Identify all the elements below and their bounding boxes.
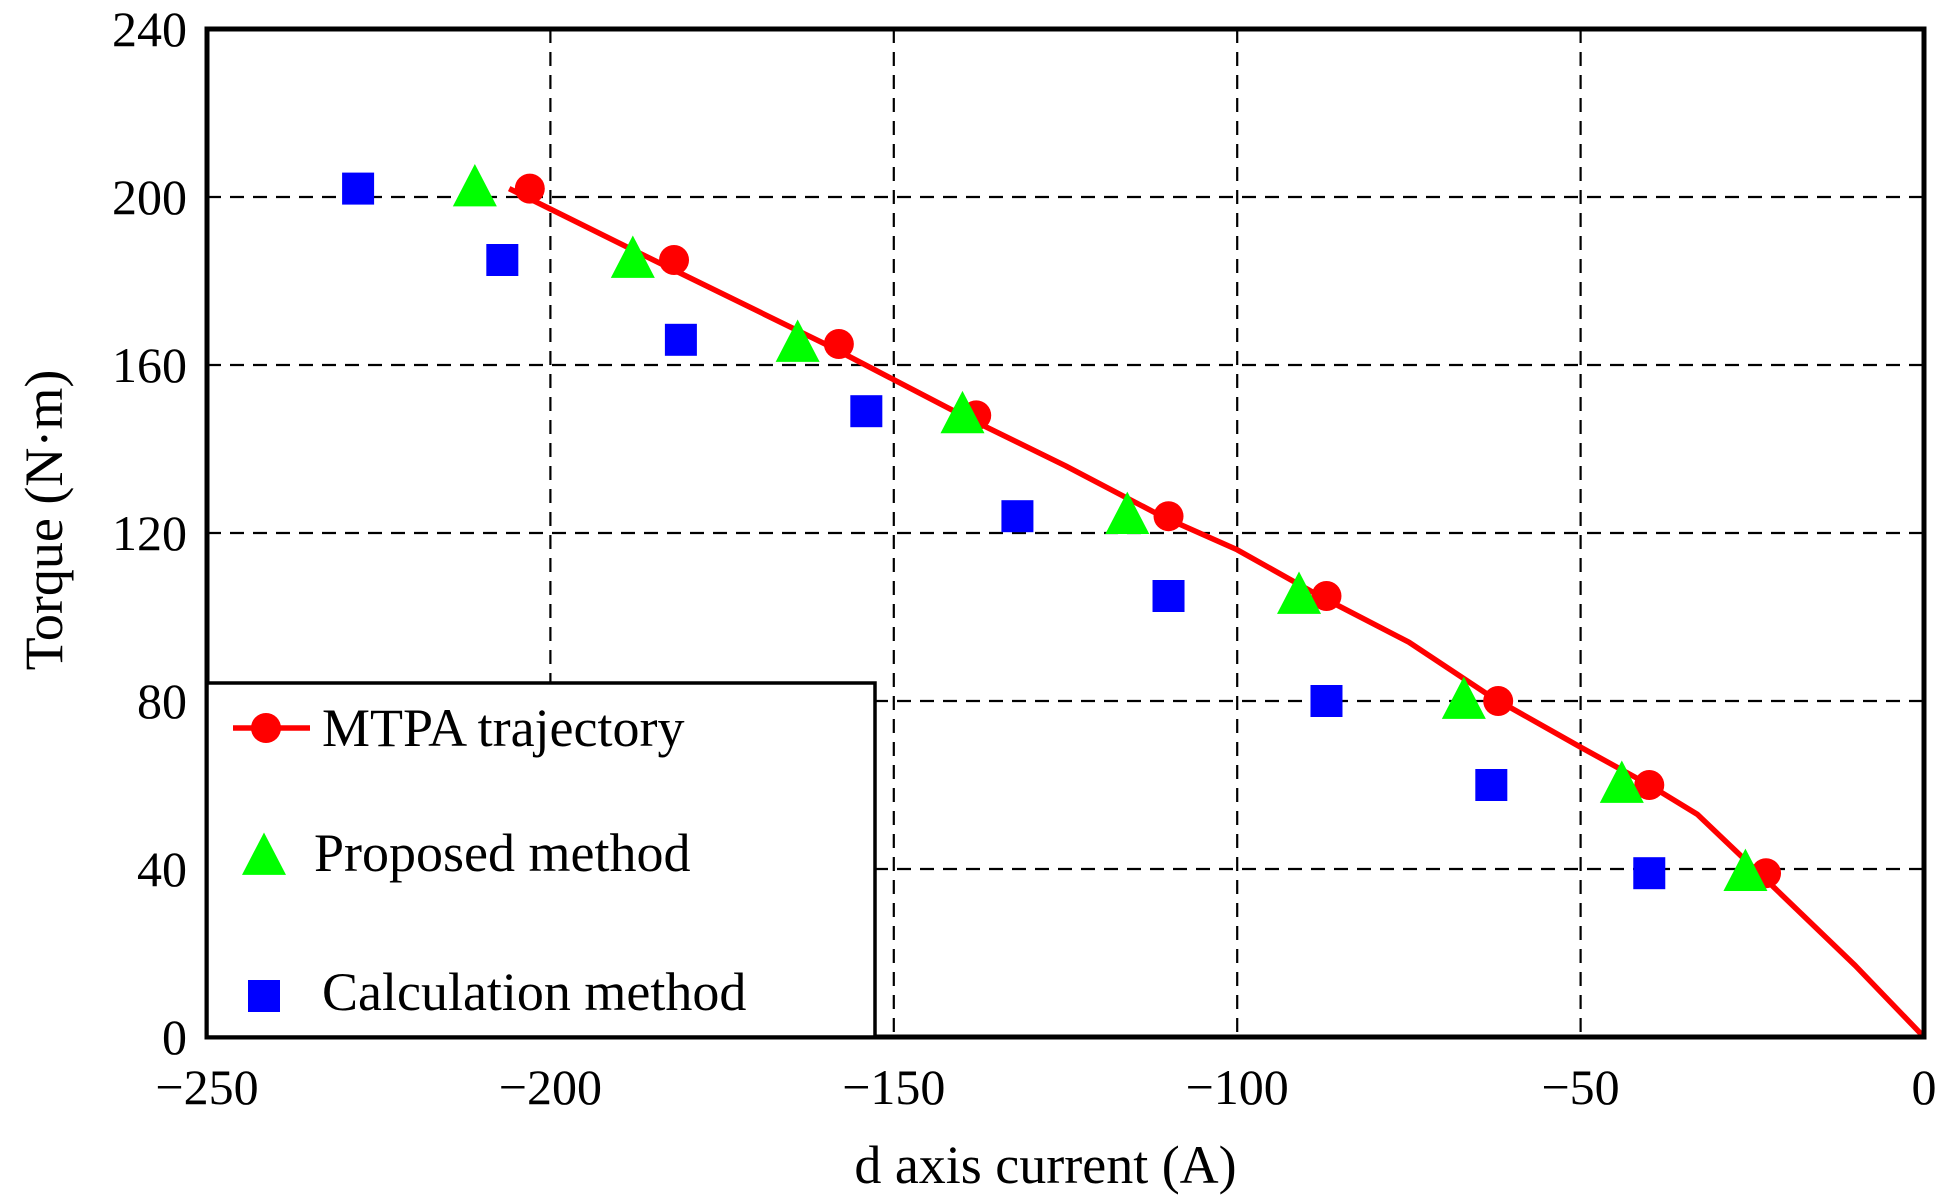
proposed-point xyxy=(1277,571,1322,614)
calculation-point xyxy=(486,244,519,276)
calculation-point xyxy=(1475,769,1508,801)
legend-label: Calculation method xyxy=(322,962,746,1022)
legend: MTPA trajectory Proposed method Calculatio… xyxy=(205,681,877,1039)
y-tick-label: 40 xyxy=(137,841,187,897)
proposed-point xyxy=(610,235,655,278)
x-tick-label: 0 xyxy=(1912,1059,1937,1115)
calculation-point xyxy=(1152,580,1185,612)
calculation-point xyxy=(1633,857,1666,890)
proposed-point xyxy=(1723,848,1768,892)
mtpa-point xyxy=(659,245,690,275)
mtpa-point xyxy=(823,329,854,359)
y-tick-label: 80 xyxy=(137,673,187,729)
y-tick-label: 160 xyxy=(112,337,187,393)
proposed-point xyxy=(1105,491,1150,535)
series-calculation-method xyxy=(342,172,1666,890)
legend-circle-marker xyxy=(251,713,281,743)
y-tick-label: 200 xyxy=(112,169,187,225)
calculation-point xyxy=(1001,500,1034,533)
mtpa-point xyxy=(1311,581,1342,611)
legend-triangle-marker xyxy=(242,832,286,875)
mtpa-point xyxy=(1153,501,1184,532)
x-tick-label: −100 xyxy=(1186,1059,1289,1115)
x-axis-title: d axis current (A) xyxy=(854,1135,1236,1195)
y-tick-label: 0 xyxy=(162,1009,187,1065)
axis-ticks: −250 −200 −150 −100 −50 0 0 40 80 120 160 200 240 xyxy=(112,1,1937,1115)
calculation-point xyxy=(1310,685,1343,717)
mtpa-point xyxy=(514,173,545,204)
proposed-point xyxy=(1599,760,1644,803)
proposed-point xyxy=(775,319,820,362)
plot-frame xyxy=(204,26,1927,1040)
legend-entry: MTPA trajectory xyxy=(233,698,684,758)
calculation-point xyxy=(342,172,375,205)
proposed-point xyxy=(452,164,497,207)
calculation-point xyxy=(664,323,697,356)
y-tick-label: 120 xyxy=(112,505,187,561)
legend-box xyxy=(205,681,877,1039)
mtpa-point xyxy=(1483,686,1514,716)
proposed-point xyxy=(940,390,985,434)
legend-square-marker xyxy=(248,980,280,1012)
grid-lines xyxy=(207,29,1924,1037)
legend-entry: Proposed method xyxy=(242,823,690,883)
y-axis-title: Torque (N·m) xyxy=(14,370,74,671)
x-tick-label: −200 xyxy=(499,1059,602,1115)
legend-label: Proposed method xyxy=(314,823,690,883)
legend-entry: Calculation method xyxy=(248,962,746,1022)
calculation-point xyxy=(850,395,883,428)
proposed-point xyxy=(1441,676,1486,719)
legend-entries: MTPA trajectory Proposed method Calculatio… xyxy=(233,698,746,1022)
mtpa-line xyxy=(507,186,1926,1039)
y-tick-label: 240 xyxy=(112,1,187,57)
legend-label: MTPA trajectory xyxy=(322,698,684,758)
x-tick-label: −50 xyxy=(1541,1059,1619,1115)
plot-series xyxy=(342,164,1926,1039)
x-tick-label: −250 xyxy=(155,1059,258,1115)
mtpa-point xyxy=(1634,770,1665,800)
x-tick-label: −150 xyxy=(842,1059,945,1115)
series-mtpa-trajectory xyxy=(507,173,1926,1039)
series-proposed-method xyxy=(452,164,1768,892)
